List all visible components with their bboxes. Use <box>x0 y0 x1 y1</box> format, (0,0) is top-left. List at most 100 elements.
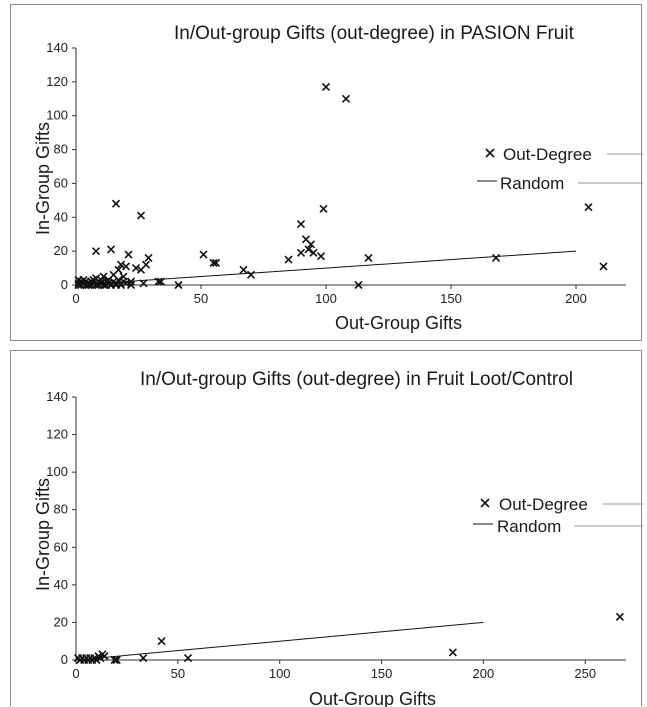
data-point <box>131 264 141 273</box>
legend-label-random: Random <box>500 174 564 193</box>
x-tick-label: 150 <box>371 666 393 681</box>
chart-title: In/Out-group Gifts (out-degree) in PASIO… <box>174 23 575 44</box>
data-point <box>157 637 166 646</box>
data-point <box>239 265 248 274</box>
data-point <box>154 277 163 286</box>
out-degree-points <box>73 612 624 665</box>
chart-panel-pasion-fruit: In/Out-group Gifts (out-degree) in PASIO… <box>10 4 643 341</box>
data-point <box>304 245 313 254</box>
y-tick-label: 80 <box>54 502 68 517</box>
random-line <box>75 621 484 661</box>
x-tick-label: 250 <box>574 666 596 681</box>
data-point <box>491 253 501 262</box>
data-point <box>354 280 363 290</box>
plot-area: 0 20 40 60 80 100 120 140 0 50 100 150 200 250 <box>46 389 626 681</box>
data-point <box>174 280 183 290</box>
data-point <box>211 258 221 268</box>
data-point <box>615 612 624 621</box>
data-point <box>121 279 131 288</box>
legend-marker-out-degree <box>485 148 495 158</box>
data-point <box>106 245 116 254</box>
data-point <box>139 654 148 663</box>
legend-marker-out-degree <box>480 498 490 508</box>
data-point <box>306 240 316 249</box>
data-point <box>199 250 208 259</box>
y-tick-label: 120 <box>46 427 68 442</box>
legend-label-random: Random <box>497 517 561 536</box>
chart-pasion-fruit: In/Out-group Gifts (out-degree) in PASIO… <box>33 23 643 333</box>
chart-panel-fruit-loot-control: In/Out-group Gifts (out-degree) in Fruit… <box>10 350 643 707</box>
data-point <box>321 82 331 92</box>
legend-label-out-degree: Out-Degree <box>503 145 592 164</box>
data-point <box>126 277 136 286</box>
legend-label-out-degree: Out-Degree <box>499 495 588 514</box>
y-tick-label: 20 <box>54 614 68 629</box>
x-tick-label: 200 <box>565 291 587 306</box>
data-point <box>99 272 108 281</box>
plot-area: 0 20 40 60 80 100 120 140 0 50 100 150 200 <box>46 40 626 306</box>
legend: Out-Degree Random <box>477 145 643 193</box>
y-tick-label: 20 <box>54 243 68 258</box>
data-point <box>141 260 151 269</box>
data-point <box>246 270 256 279</box>
data-point <box>139 279 148 288</box>
y-tick-label: 0 <box>61 277 68 292</box>
x-tick-label: 100 <box>269 666 291 681</box>
x-axis-label: Out-Group Gifts <box>335 313 462 333</box>
out-degree-points <box>74 82 608 290</box>
x-tick-label: 50 <box>171 666 185 681</box>
data-point <box>100 652 109 661</box>
data-point <box>119 272 128 281</box>
data-point <box>116 260 126 269</box>
y-axis-ticks: 0 20 40 60 80 100 120 140 <box>46 389 76 667</box>
data-point <box>209 258 218 268</box>
legend: Out-Degree Random <box>473 495 643 536</box>
y-axis-label: In-Group Gifts <box>33 478 53 591</box>
data-point <box>91 247 101 256</box>
y-tick-label: 60 <box>54 539 68 554</box>
y-tick-label: 40 <box>54 209 68 224</box>
y-axis-label: In-Group Gifts <box>33 122 53 235</box>
data-point <box>296 248 306 257</box>
y-tick-label: 140 <box>46 40 68 55</box>
chart-fruit-loot-control: In/Out-group Gifts (out-degree) in Fruit… <box>33 369 643 707</box>
y-tick-label: 100 <box>46 464 68 479</box>
y-axis-ticks: 0 20 40 60 80 100 120 140 <box>46 40 76 292</box>
data-point <box>284 255 293 264</box>
data-point <box>112 655 121 665</box>
data-point <box>110 655 119 665</box>
x-tick-label: 0 <box>72 291 79 306</box>
data-point <box>309 248 318 257</box>
x-axis-label: Out-Group Gifts <box>309 689 436 707</box>
data-point <box>319 204 328 213</box>
data-point <box>124 250 133 259</box>
y-tick-label: 120 <box>46 74 68 89</box>
data-point <box>341 94 351 103</box>
data-point <box>584 203 593 212</box>
data-point <box>599 262 608 271</box>
chart-title: In/Out-group Gifts (out-degree) in Fruit… <box>140 369 573 390</box>
y-tick-label: 140 <box>46 389 68 404</box>
data-point <box>136 211 146 220</box>
y-tick-label: 80 <box>54 142 68 157</box>
data-point <box>448 648 457 657</box>
data-point <box>364 253 373 262</box>
x-tick-label: 0 <box>72 666 79 681</box>
x-tick-label: 150 <box>440 291 462 306</box>
y-tick-label: 100 <box>46 108 68 123</box>
data-point <box>144 253 153 262</box>
data-point <box>183 654 193 663</box>
data-point <box>316 252 326 261</box>
y-tick-label: 40 <box>54 577 68 592</box>
y-tick-label: 60 <box>54 175 68 190</box>
y-tick-label: 0 <box>61 652 68 667</box>
x-tick-label: 50 <box>194 291 208 306</box>
data-point <box>126 280 136 290</box>
x-axis-ticks: 0 50 100 150 200 250 <box>72 660 596 681</box>
data-point <box>156 277 166 286</box>
x-tick-label: 100 <box>315 291 337 306</box>
data-point <box>121 262 131 271</box>
x-tick-label: 200 <box>473 666 495 681</box>
data-point <box>111 199 121 208</box>
data-point <box>296 219 306 229</box>
